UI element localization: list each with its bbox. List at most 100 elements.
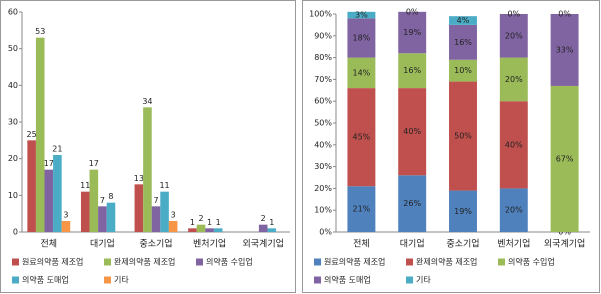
data-label: 3 [171, 211, 176, 220]
legend-swatch [406, 276, 413, 284]
x-tick-label: 외국계기업 [242, 238, 283, 250]
x-tick-label: 중소기업 [139, 239, 172, 250]
bar [168, 221, 178, 232]
y-tick-label: 50% [314, 119, 332, 128]
bar [98, 206, 107, 232]
data-label: 53 [35, 27, 45, 36]
y-tick-label: 10 [8, 191, 18, 200]
bar-segment [398, 88, 427, 176]
x-tick-label: 대기업 [90, 239, 115, 250]
bar-segment [499, 14, 528, 58]
data-label: 1 [190, 218, 195, 227]
legend-swatch [12, 276, 19, 284]
data-label: 7 [100, 196, 105, 205]
y-tick-label: 20% [314, 184, 332, 193]
legend-label: 완제의약품 제조업 [416, 257, 477, 267]
data-label: 67% [556, 154, 574, 163]
y-tick-label: 100% [309, 10, 332, 19]
legend-label: 의약품 도매업 [22, 275, 69, 285]
bar-segment [398, 11, 427, 54]
data-label: 25 [27, 130, 37, 139]
data-label: 0% [507, 10, 520, 19]
legend-label: 기타 [114, 276, 129, 285]
bar-segment [347, 88, 376, 187]
data-label: 17 [44, 159, 54, 168]
bar [213, 228, 223, 232]
bar-segment [347, 18, 376, 58]
bar [143, 107, 152, 232]
y-tick-label: 80% [314, 53, 332, 62]
data-label: 4% [457, 16, 470, 25]
x-tick-label: 벤처기업 [497, 238, 530, 250]
data-label: 10% [454, 66, 472, 75]
legend-label: 원료의약품 제조업 [324, 257, 385, 267]
legend-swatch [104, 276, 111, 284]
data-label: 11 [159, 181, 169, 190]
data-label: 0% [558, 10, 571, 19]
data-label: 11 [80, 181, 90, 190]
legend-swatch [314, 276, 321, 284]
y-tick-label: 90% [314, 31, 332, 40]
bar-segment [398, 175, 427, 232]
bar [196, 224, 206, 232]
legend-label: 의약품 수입업 [508, 257, 555, 267]
bar-segment [550, 85, 579, 232]
bar-segment [449, 190, 477, 232]
y-tick-label: 40 [8, 81, 18, 90]
data-label: 7 [153, 196, 158, 205]
bar-segment [499, 188, 528, 232]
bar [267, 228, 277, 232]
bar [35, 37, 45, 232]
legend-label: 완제의약품 제조업 [114, 257, 175, 267]
data-label: 34 [142, 97, 152, 106]
data-label: 45% [353, 133, 371, 142]
legend-swatch [498, 258, 505, 266]
bar-segment [550, 14, 579, 86]
x-tick-label: 전체 [353, 239, 370, 250]
y-tick-label: 60% [314, 97, 332, 106]
data-label: 1 [269, 218, 274, 227]
legend-swatch [104, 258, 111, 266]
bar [188, 228, 197, 232]
data-label: 2 [198, 214, 203, 223]
bar-segment [449, 24, 477, 60]
y-tick-label: 30 [8, 118, 18, 127]
bar-segment [347, 11, 376, 19]
x-tick-label: 벤처기업 [193, 238, 226, 250]
bar-segment [347, 57, 376, 89]
legend-swatch [196, 258, 203, 266]
legend-swatch [12, 258, 19, 266]
data-label: 20% [505, 31, 523, 40]
data-label: 3% [355, 11, 368, 20]
y-tick-label: 40% [314, 140, 332, 149]
data-label: 2 [261, 214, 266, 223]
data-label: 3 [63, 211, 68, 220]
bar [160, 191, 169, 232]
x-tick-label: 외국계기업 [544, 238, 585, 250]
x-tick-label: 중소기업 [446, 239, 479, 250]
data-label: 20% [505, 75, 523, 84]
legend-label: 의약품 도매업 [324, 275, 371, 285]
data-label: 21% [353, 205, 371, 214]
data-label: 40% [505, 140, 523, 149]
legend-label: 원료의약품 제조업 [22, 257, 83, 267]
bar [205, 228, 214, 232]
data-label: 0% [406, 7, 419, 16]
y-tick-label: 30% [314, 162, 332, 171]
data-label: 8 [108, 192, 113, 201]
data-label: 33% [556, 45, 574, 54]
bar-segment [449, 16, 477, 25]
data-label: 1 [207, 218, 212, 227]
data-label: 19% [403, 28, 421, 37]
y-tick-label: 60 [8, 8, 18, 17]
y-tick-label: 50 [8, 44, 18, 53]
bar-segment [499, 57, 528, 102]
legend-label: 기타 [416, 276, 431, 285]
y-tick-label: 10% [314, 206, 332, 215]
data-label: 21 [52, 145, 62, 154]
data-label: 14% [353, 68, 371, 77]
bar [80, 191, 90, 232]
bar [258, 224, 268, 232]
bar [151, 206, 161, 232]
